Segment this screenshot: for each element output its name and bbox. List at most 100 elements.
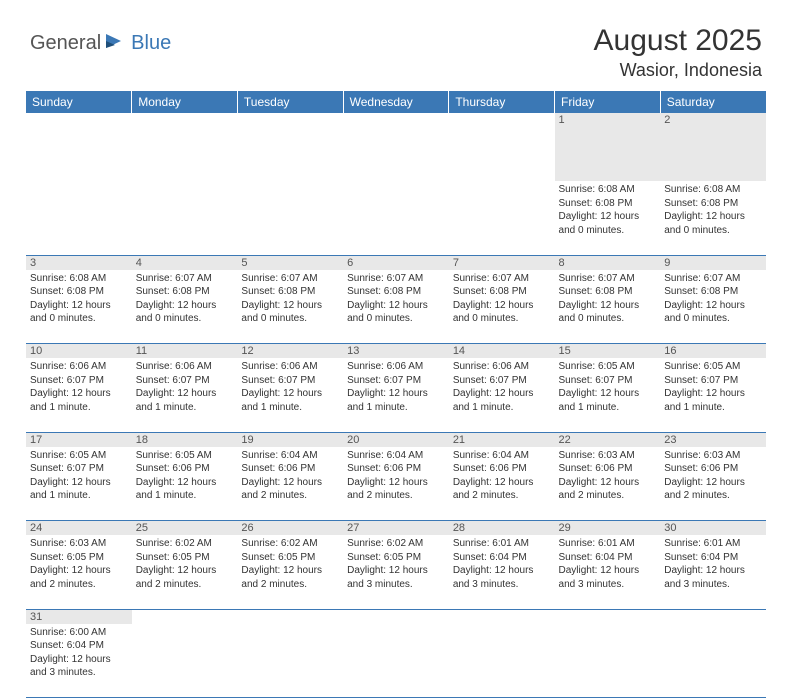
day-cell: Sunrise: 6:01 AMSunset: 6:04 PMDaylight:… [555,535,661,609]
logo: General Blue [30,32,171,55]
day-cell: Sunrise: 6:01 AMSunset: 6:04 PMDaylight:… [449,535,555,609]
logo-text-blue: Blue [131,32,171,55]
day-number: 19 [237,433,343,447]
day-cell: Sunrise: 6:05 AMSunset: 6:06 PMDaylight:… [132,447,238,521]
day-number: 23 [660,433,766,447]
day-cell: Sunrise: 6:00 AMSunset: 6:04 PMDaylight:… [26,624,132,698]
week-row: Sunrise: 6:05 AMSunset: 6:07 PMDaylight:… [26,447,766,521]
day-cell: Sunrise: 6:07 AMSunset: 6:08 PMDaylight:… [555,270,661,344]
day-info: Sunrise: 6:05 AMSunset: 6:07 PMDaylight:… [664,360,762,414]
logo-text-general: General [30,32,101,55]
day-header: Tuesday [237,91,343,113]
calendar-body: 12Sunrise: 6:08 AMSunset: 6:08 PMDayligh… [26,113,766,698]
daynum-row: 31 [26,609,766,624]
day-cell: Sunrise: 6:03 AMSunset: 6:06 PMDaylight:… [555,447,661,521]
day-info: Sunrise: 6:03 AMSunset: 6:06 PMDaylight:… [664,449,762,503]
day-header: Friday [555,91,661,113]
day-info: Sunrise: 6:07 AMSunset: 6:08 PMDaylight:… [241,272,339,326]
day-info: Sunrise: 6:03 AMSunset: 6:05 PMDaylight:… [30,537,128,591]
day-cell [449,624,555,698]
week-row: Sunrise: 6:06 AMSunset: 6:07 PMDaylight:… [26,358,766,432]
day-cell: Sunrise: 6:05 AMSunset: 6:07 PMDaylight:… [26,447,132,521]
day-cell [132,181,238,255]
day-cell: Sunrise: 6:06 AMSunset: 6:07 PMDaylight:… [343,358,449,432]
day-info: Sunrise: 6:03 AMSunset: 6:06 PMDaylight:… [559,449,657,503]
day-cell: Sunrise: 6:02 AMSunset: 6:05 PMDaylight:… [237,535,343,609]
day-header-row: SundayMondayTuesdayWednesdayThursdayFrid… [26,91,766,113]
day-info: Sunrise: 6:08 AMSunset: 6:08 PMDaylight:… [664,183,762,237]
day-info: Sunrise: 6:04 AMSunset: 6:06 PMDaylight:… [241,449,339,503]
day-info: Sunrise: 6:06 AMSunset: 6:07 PMDaylight:… [30,360,128,414]
day-cell [26,181,132,255]
day-header: Saturday [660,91,766,113]
day-number: 16 [660,344,766,358]
day-info: Sunrise: 6:06 AMSunset: 6:07 PMDaylight:… [136,360,234,414]
day-cell: Sunrise: 6:06 AMSunset: 6:07 PMDaylight:… [237,358,343,432]
day-info: Sunrise: 6:06 AMSunset: 6:07 PMDaylight:… [347,360,445,414]
day-cell [343,624,449,698]
day-cell: Sunrise: 6:02 AMSunset: 6:05 PMDaylight:… [343,535,449,609]
daynum-row: 12 [26,113,766,181]
daynum-row: 17181920212223 [26,432,766,447]
week-row: Sunrise: 6:00 AMSunset: 6:04 PMDaylight:… [26,624,766,698]
day-cell [132,624,238,698]
day-cell: Sunrise: 6:03 AMSunset: 6:06 PMDaylight:… [660,447,766,521]
location: Wasior, Indonesia [594,60,762,81]
day-number: 5 [237,256,343,270]
day-info: Sunrise: 6:05 AMSunset: 6:07 PMDaylight:… [30,449,128,503]
day-cell [660,624,766,698]
day-header: Thursday [449,91,555,113]
day-number: 14 [449,344,555,358]
day-info: Sunrise: 6:01 AMSunset: 6:04 PMDaylight:… [559,537,657,591]
day-cell: Sunrise: 6:04 AMSunset: 6:06 PMDaylight:… [237,447,343,521]
day-cell [449,181,555,255]
day-cell: Sunrise: 6:04 AMSunset: 6:06 PMDaylight:… [343,447,449,521]
day-header: Wednesday [343,91,449,113]
day-cell: Sunrise: 6:03 AMSunset: 6:05 PMDaylight:… [26,535,132,609]
day-cell: Sunrise: 6:05 AMSunset: 6:07 PMDaylight:… [660,358,766,432]
week-row: Sunrise: 6:03 AMSunset: 6:05 PMDaylight:… [26,535,766,609]
day-cell: Sunrise: 6:02 AMSunset: 6:05 PMDaylight:… [132,535,238,609]
day-info: Sunrise: 6:01 AMSunset: 6:04 PMDaylight:… [664,537,762,591]
week-row: Sunrise: 6:08 AMSunset: 6:08 PMDaylight:… [26,181,766,255]
day-number: 29 [555,521,661,535]
day-info: Sunrise: 6:02 AMSunset: 6:05 PMDaylight:… [347,537,445,591]
day-cell: Sunrise: 6:08 AMSunset: 6:08 PMDaylight:… [660,181,766,255]
day-info: Sunrise: 6:02 AMSunset: 6:05 PMDaylight:… [241,537,339,591]
day-info: Sunrise: 6:04 AMSunset: 6:06 PMDaylight:… [347,449,445,503]
day-info: Sunrise: 6:07 AMSunset: 6:08 PMDaylight:… [453,272,551,326]
day-number: 12 [237,344,343,358]
day-number: 30 [660,521,766,535]
day-cell [237,181,343,255]
day-cell: Sunrise: 6:07 AMSunset: 6:08 PMDaylight:… [132,270,238,344]
day-info: Sunrise: 6:07 AMSunset: 6:08 PMDaylight:… [136,272,234,326]
day-info: Sunrise: 6:08 AMSunset: 6:08 PMDaylight:… [30,272,128,326]
day-number: 1 [555,113,661,127]
title-block: August 2025 Wasior, Indonesia [594,24,762,81]
day-cell: Sunrise: 6:06 AMSunset: 6:07 PMDaylight:… [449,358,555,432]
day-number: 21 [449,433,555,447]
day-cell [343,181,449,255]
week-row: Sunrise: 6:08 AMSunset: 6:08 PMDaylight:… [26,270,766,344]
month-title: August 2025 [594,24,762,58]
day-info: Sunrise: 6:08 AMSunset: 6:08 PMDaylight:… [559,183,657,237]
daynum-row: 3456789 [26,255,766,270]
day-header: Monday [132,91,238,113]
day-info: Sunrise: 6:07 AMSunset: 6:08 PMDaylight:… [664,272,762,326]
day-cell: Sunrise: 6:04 AMSunset: 6:06 PMDaylight:… [449,447,555,521]
day-number: 24 [26,521,132,535]
day-number: 2 [660,113,766,127]
day-number: 27 [343,521,449,535]
day-header: Sunday [26,91,132,113]
flag-icon [105,32,127,55]
day-number: 17 [26,433,132,447]
header: General Blue August 2025 Wasior, Indones… [0,0,792,91]
day-info: Sunrise: 6:04 AMSunset: 6:06 PMDaylight:… [453,449,551,503]
day-number: 11 [132,344,238,358]
day-cell: Sunrise: 6:08 AMSunset: 6:08 PMDaylight:… [555,181,661,255]
day-cell: Sunrise: 6:06 AMSunset: 6:07 PMDaylight:… [132,358,238,432]
day-number: 10 [26,344,132,358]
day-number: 13 [343,344,449,358]
calendar-table: SundayMondayTuesdayWednesdayThursdayFrid… [26,91,766,698]
day-info: Sunrise: 6:06 AMSunset: 6:07 PMDaylight:… [453,360,551,414]
